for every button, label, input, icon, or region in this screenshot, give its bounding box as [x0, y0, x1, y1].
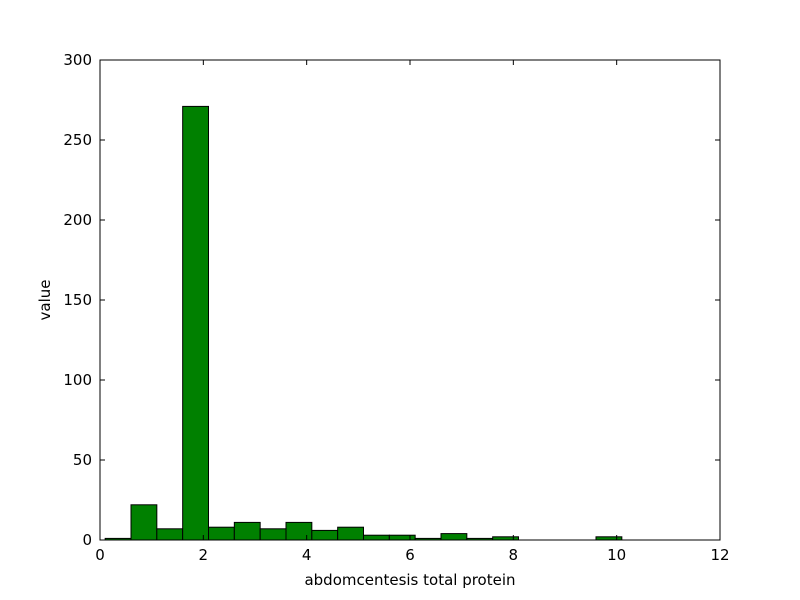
- histogram-bar-6: [259, 528, 287, 541]
- histogram-bar-7: [285, 521, 313, 541]
- histogram-bar-2: [156, 528, 184, 541]
- histogram-bar-3: [182, 105, 210, 541]
- y-tick-label: 200: [63, 211, 92, 229]
- x-tick-label: 6: [405, 546, 415, 564]
- histogram-bar-5: [233, 521, 261, 541]
- histogram-bar-11: [388, 534, 416, 541]
- histogram-bar-10: [363, 534, 390, 541]
- y-tick-label: 150: [63, 291, 92, 309]
- x-tick-label: 10: [607, 546, 626, 564]
- y-tick-label: 50: [73, 451, 92, 469]
- y-tick-label: 0: [82, 531, 92, 549]
- histogram-bar-13: [440, 533, 468, 541]
- y-tick-label: 300: [63, 51, 92, 69]
- tick-labels-group: 0 2 4 6 8 10 12 0 50 100 150 200 250 300: [63, 51, 729, 564]
- y-axis-title: value: [36, 280, 54, 321]
- histogram-bar-4: [208, 526, 235, 541]
- histogram-bar-1: [130, 504, 158, 541]
- y-tick-label: 250: [63, 131, 92, 149]
- histogram-bar-8: [311, 529, 339, 541]
- histogram-bar-9: [337, 526, 364, 541]
- x-tick-label: 8: [509, 546, 519, 564]
- plot-frame: [99, 59, 721, 541]
- x-tick-label: 4: [302, 546, 312, 564]
- bars-group: [104, 105, 623, 541]
- x-tick-label: 12: [710, 546, 729, 564]
- x-axis-title: abdomcentesis total protein: [304, 571, 515, 589]
- x-tick-label: 0: [95, 546, 105, 564]
- x-tick-label: 2: [199, 546, 209, 564]
- y-tick-label: 100: [63, 371, 92, 389]
